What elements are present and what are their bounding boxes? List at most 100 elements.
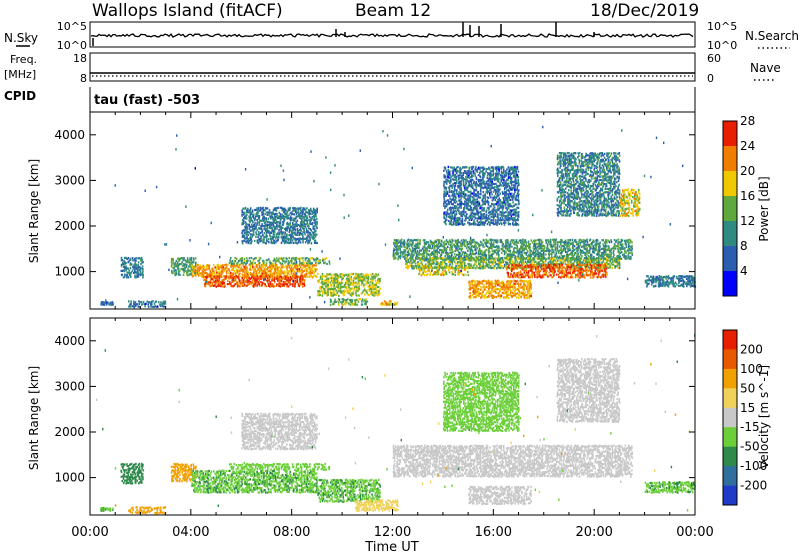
power-cell	[477, 259, 480, 262]
power-cell	[201, 270, 204, 273]
power-cell	[433, 243, 435, 246]
power-cell	[186, 274, 189, 277]
power-cell	[217, 273, 220, 276]
power-cell	[625, 257, 627, 260]
power-cell	[355, 291, 357, 294]
power-cell	[558, 249, 561, 252]
power-cell	[277, 225, 279, 228]
power-cell	[141, 258, 143, 262]
power-cell	[265, 264, 268, 267]
power-cell	[271, 242, 274, 245]
power-cell	[574, 239, 577, 242]
power-cell	[137, 271, 140, 274]
power-cell	[275, 284, 278, 287]
power-cell	[523, 288, 525, 291]
power-cell	[473, 264, 475, 267]
power-cell	[414, 262, 417, 265]
power-cell	[298, 239, 301, 242]
power-cell	[594, 247, 597, 250]
power-cell	[554, 259, 557, 262]
power-cell	[525, 247, 528, 251]
power-cell	[223, 264, 225, 267]
power-cell	[278, 211, 281, 214]
power-cell	[225, 271, 228, 274]
power-cell	[579, 238, 581, 241]
power-cell	[559, 259, 562, 262]
power-cell	[272, 219, 275, 222]
power-cell	[586, 249, 589, 252]
power-cell	[276, 223, 278, 226]
power-cell	[492, 241, 495, 244]
power-cell	[393, 238, 396, 242]
power-cell	[244, 266, 247, 269]
power-cell	[522, 280, 524, 283]
power-cell	[631, 241, 633, 244]
power-cell	[486, 263, 489, 266]
power-cell	[315, 213, 317, 216]
power-cell	[595, 267, 597, 270]
power-cell	[253, 225, 255, 228]
power-cell	[622, 245, 624, 248]
power-cell	[513, 292, 515, 295]
power-cell	[205, 264, 208, 267]
power-cell	[428, 253, 430, 257]
power-cell	[604, 253, 607, 256]
power-cell	[602, 253, 605, 256]
power-cell	[303, 275, 306, 278]
power-cell	[183, 257, 185, 260]
power-cell	[415, 264, 418, 268]
power-cell	[313, 267, 316, 270]
power-cell	[540, 259, 543, 262]
power-cell	[532, 239, 535, 242]
power-cell	[464, 262, 466, 265]
power-cell	[370, 287, 373, 290]
power-cell	[294, 273, 296, 276]
power-cell	[396, 245, 398, 248]
power-cell	[308, 271, 310, 275]
power-cell	[136, 269, 139, 272]
power-cell	[587, 258, 590, 262]
power-cell	[415, 239, 418, 242]
power-cell	[353, 286, 356, 289]
power-cell	[357, 288, 359, 291]
power-cell	[512, 274, 514, 277]
power-cell	[586, 253, 588, 256]
power-cell	[431, 243, 434, 246]
power-cell	[412, 261, 414, 264]
power-cell	[293, 281, 295, 284]
power-cell	[598, 251, 601, 254]
power-cell	[284, 270, 286, 273]
power-cell	[295, 259, 297, 262]
power-cell	[579, 250, 581, 254]
power-cell	[269, 225, 271, 228]
power-cell	[156, 305, 159, 308]
power-cell	[521, 242, 523, 245]
power-cell	[504, 239, 507, 242]
power-cell	[197, 271, 200, 274]
power-cell	[619, 243, 622, 246]
power-cell	[456, 262, 459, 266]
power-cell	[351, 299, 354, 302]
power-cell	[506, 249, 509, 252]
power-cell	[394, 248, 396, 252]
power-cell	[258, 223, 261, 226]
power-cell	[476, 287, 479, 291]
power-cell	[148, 301, 151, 304]
power-cell	[507, 255, 509, 258]
power-cell	[270, 217, 272, 220]
power-cell	[135, 276, 137, 279]
power-cell	[612, 246, 615, 249]
power-cell	[554, 247, 557, 250]
power-cell	[241, 231, 243, 235]
power-cell	[241, 213, 243, 216]
power-cell	[523, 243, 525, 246]
power-cell	[176, 257, 179, 260]
power-cell	[372, 284, 375, 287]
power-cell	[392, 251, 395, 254]
power-cell	[485, 292, 488, 295]
power-cell	[241, 273, 244, 276]
power-cell	[327, 289, 329, 292]
power-cell	[372, 291, 374, 294]
power-cell	[481, 253, 483, 256]
power-cell	[228, 269, 231, 272]
